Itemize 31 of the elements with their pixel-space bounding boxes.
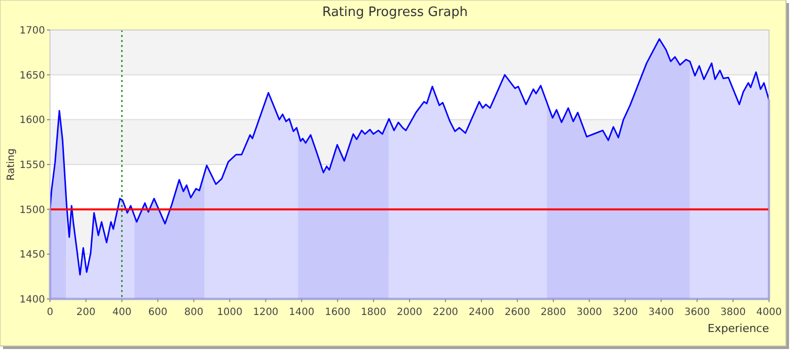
x-tick-label: 1400	[288, 307, 314, 318]
x-axis-title: Experience	[708, 322, 770, 335]
x-tick-label: 800	[184, 307, 204, 318]
x-tick-label: 0	[46, 307, 54, 318]
y-tick-label: 1550	[20, 160, 45, 171]
chart-title: Rating Progress Graph	[322, 5, 468, 20]
x-tick-label: 1200	[252, 307, 278, 318]
x-tick-label: 600	[148, 307, 168, 318]
x-tick-label: 2400	[468, 307, 494, 318]
x-tick-label: 2800	[540, 307, 566, 318]
x-tick-label: 1600	[324, 307, 350, 318]
y-axis-title: Rating	[6, 148, 17, 181]
y-tick-label: 1650	[20, 70, 45, 82]
y-tick-label: 1600	[20, 115, 45, 126]
x-tick-label: 200	[76, 307, 96, 318]
x-tick-label: 3000	[576, 307, 602, 318]
x-tick-label: 2600	[504, 307, 530, 318]
x-tick-label: 2200	[432, 307, 458, 318]
x-tick-label: 3800	[720, 307, 746, 318]
x-tick-label: 3200	[612, 307, 638, 318]
y-tick-label: 1700	[20, 26, 45, 36]
x-tick-label: 4000	[756, 307, 782, 318]
x-tick-label: 400	[112, 307, 132, 318]
x-tick-label: 1800	[360, 307, 386, 318]
y-tick-label: 1450	[20, 250, 45, 261]
x-tick-label: 1000	[217, 307, 242, 318]
x-tick-label: 2000	[396, 307, 422, 318]
y-tick-label: 1400	[20, 294, 45, 306]
x-tick-label: 3400	[648, 307, 674, 318]
y-tick-label: 1500	[20, 204, 45, 216]
x-tick-label: 3600	[684, 307, 710, 318]
